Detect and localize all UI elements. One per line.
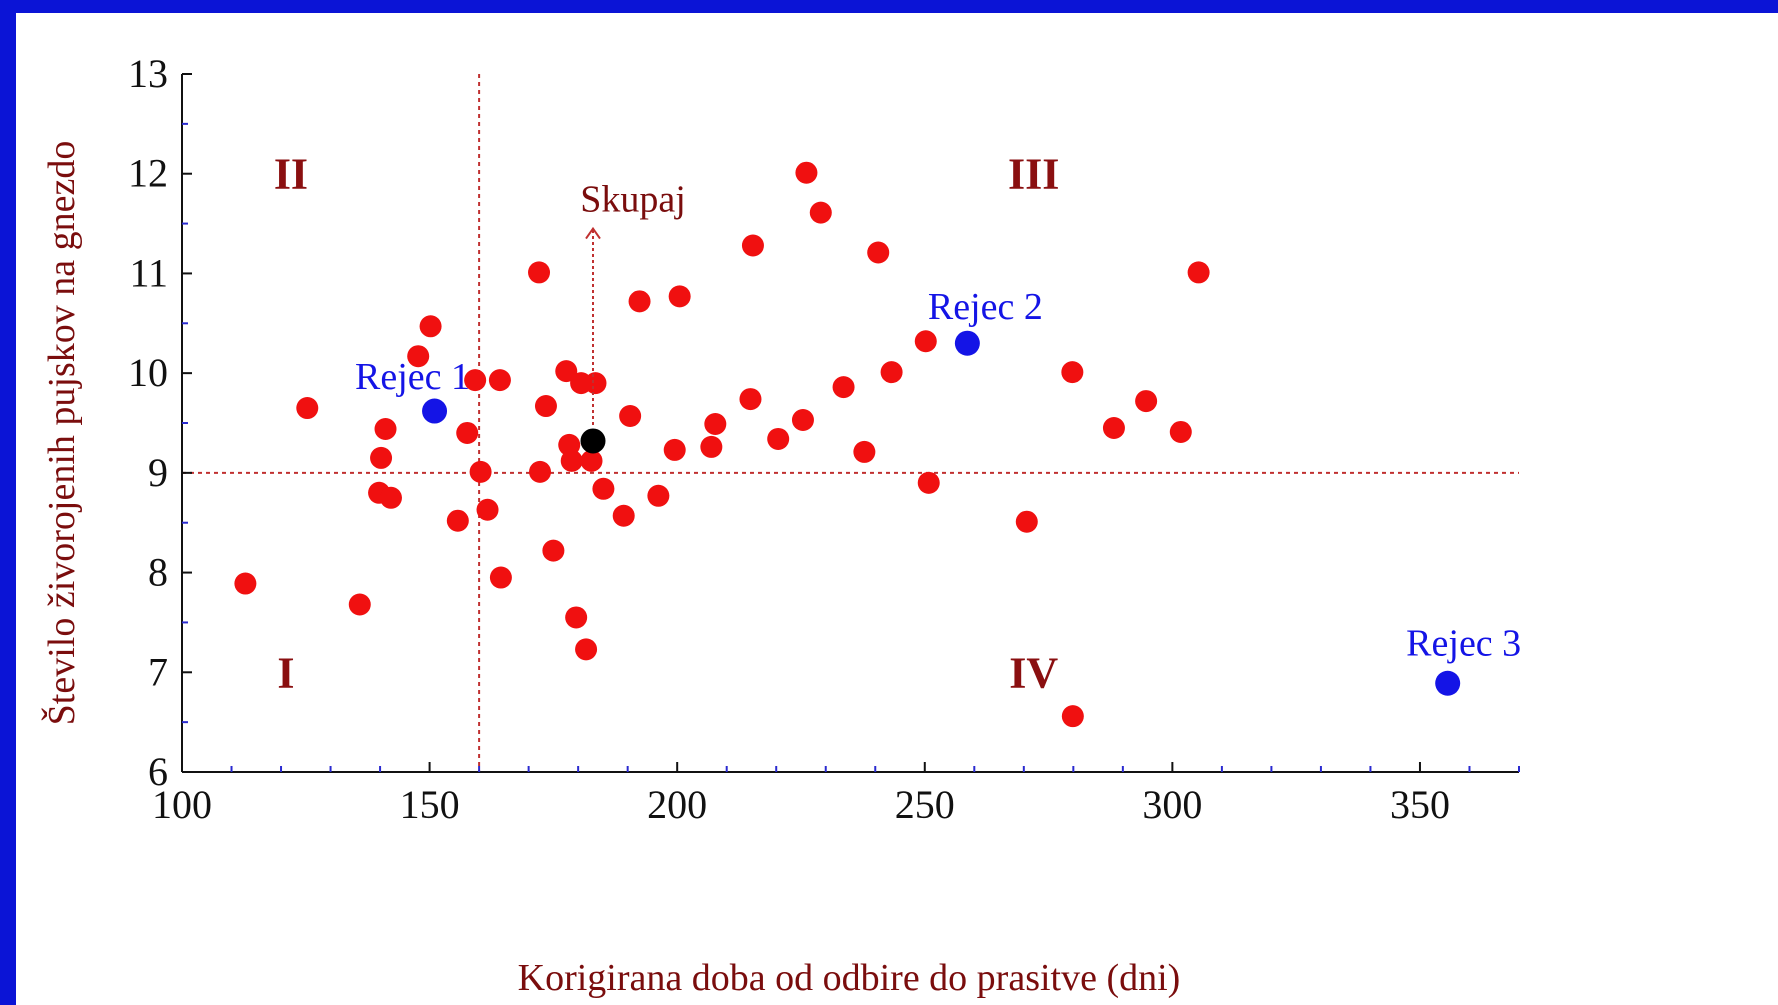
reference-lines	[182, 74, 1519, 772]
point-annotation: Skupaj	[580, 179, 686, 221]
data-point	[1187, 261, 1210, 284]
data-point	[488, 369, 511, 392]
data-point	[867, 241, 890, 264]
data-point	[419, 315, 442, 338]
data-point	[612, 504, 635, 527]
highlighted-point	[954, 330, 980, 356]
highlighted-point	[422, 398, 448, 424]
highlighted-point	[580, 428, 606, 454]
data-point	[619, 405, 642, 428]
data-point	[446, 509, 469, 532]
data-point	[739, 388, 762, 411]
data-point	[348, 593, 371, 616]
highlighted-point	[1435, 670, 1461, 696]
data-point	[565, 606, 588, 629]
y-tick-label: 10	[128, 350, 168, 395]
data-point	[529, 460, 552, 483]
data-point	[628, 290, 651, 313]
data-points	[234, 161, 1461, 728]
data-point	[407, 345, 430, 368]
data-point	[379, 486, 402, 509]
data-point	[917, 471, 940, 494]
y-tick-label: 7	[148, 649, 168, 694]
chart-panel: 100 150 200 250 300 350 6 7 8 9 10 11 12 13 II III I IV R…	[16, 13, 1778, 1005]
data-point	[580, 449, 603, 472]
y-tick-label: 6	[148, 749, 168, 794]
data-point	[584, 372, 607, 395]
x-tick-label: 150	[400, 782, 460, 827]
x-tick-label: 350	[1390, 782, 1450, 827]
y-tick-label: 12	[128, 151, 168, 196]
point-annotation: Rejec 3	[1406, 622, 1521, 664]
y-tick-label: 13	[128, 51, 168, 96]
data-point	[592, 477, 615, 500]
data-point	[809, 201, 832, 224]
data-point	[1169, 420, 1192, 443]
data-point	[791, 409, 814, 432]
data-point	[795, 161, 818, 184]
data-point	[555, 360, 578, 383]
data-point	[668, 285, 691, 308]
y-tick-label: 11	[129, 250, 168, 295]
x-axis-title: Korigirana doba od odbire do prasitve (d…	[518, 957, 1181, 999]
x-tick-label: 300	[1142, 782, 1202, 827]
data-point	[374, 417, 397, 440]
data-point	[456, 421, 479, 444]
data-point	[542, 539, 565, 562]
data-point	[853, 440, 876, 463]
data-point	[1135, 390, 1158, 413]
data-point	[1061, 361, 1084, 384]
data-point	[489, 566, 512, 589]
x-tick-label: 200	[647, 782, 707, 827]
x-tick-label: 250	[895, 782, 955, 827]
axes: 100 150 200 250 300 350 6 7 8 9 10 11 12 13	[128, 51, 1520, 827]
data-point	[476, 498, 499, 521]
quadrant-label: IV	[1009, 648, 1058, 697]
data-point	[296, 397, 319, 420]
y-tick-label: 9	[148, 450, 168, 495]
data-point	[880, 361, 903, 384]
data-point	[1015, 510, 1038, 533]
quadrant-label: I	[277, 648, 294, 697]
data-point	[647, 484, 670, 507]
y-axis-title: Število živorojenih pujskov na gnezdo	[41, 141, 83, 726]
arrow-head-icon	[585, 226, 601, 240]
data-point	[464, 369, 487, 392]
x-tick-label: 100	[152, 782, 212, 827]
quadrant-label: III	[1008, 150, 1059, 199]
quadrant-label: II	[274, 150, 308, 199]
point-annotation: Rejec 1	[355, 356, 470, 398]
data-point	[560, 449, 583, 472]
data-point	[1102, 416, 1125, 439]
data-point	[234, 572, 257, 595]
data-point	[575, 638, 598, 661]
data-point	[663, 438, 686, 461]
data-point	[534, 395, 557, 418]
data-point	[528, 261, 551, 284]
data-point	[832, 376, 855, 399]
data-point	[1061, 705, 1084, 728]
data-point	[370, 446, 393, 469]
data-point	[704, 412, 727, 435]
data-point	[767, 427, 790, 450]
data-point	[914, 330, 937, 353]
point-annotation: Rejec 2	[928, 286, 1043, 328]
data-point	[469, 460, 492, 483]
y-tick-label: 8	[148, 550, 168, 595]
data-point	[700, 435, 723, 458]
data-point	[741, 234, 764, 257]
